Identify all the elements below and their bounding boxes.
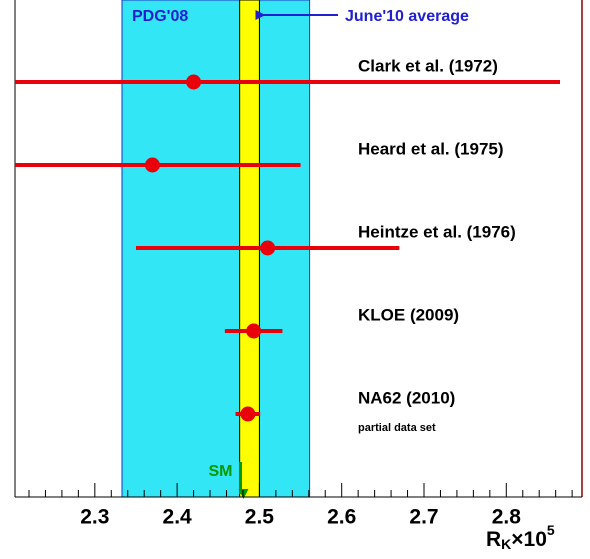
band-label: June'10 average (345, 8, 469, 25)
point (186, 74, 202, 90)
point-label: Clark et al. (1972) (358, 56, 498, 75)
point (246, 323, 262, 339)
x-tick-label: 2.7 (409, 506, 438, 529)
x-tick-label: 2.4 (163, 506, 193, 529)
point (260, 240, 276, 256)
x-axis-title-part: ×10 (511, 528, 547, 551)
point (240, 406, 256, 422)
point-label: NA62 (2010) (358, 388, 455, 407)
band-label: PDG'08 (132, 8, 188, 25)
point-label: KLOE (2009) (358, 305, 459, 324)
x-tick-label: 2.6 (327, 506, 356, 529)
x-axis-title: RK×105 (486, 522, 555, 552)
x-tick-label: 2.3 (80, 506, 109, 529)
x-axis-title-part: 5 (547, 522, 555, 538)
x-axis-title-part: R (486, 528, 501, 551)
x-tick-label: 2.8 (492, 506, 522, 529)
sm-label: SM (208, 463, 232, 480)
point-label: Heard et al. (1975) (358, 139, 504, 158)
x-axis-title-part: K (501, 536, 511, 552)
point-label: Heintze et al. (1976) (358, 222, 516, 241)
point-sublabel: partial data set (358, 422, 436, 434)
point (144, 157, 160, 173)
x-tick-label: 2.5 (245, 506, 275, 529)
